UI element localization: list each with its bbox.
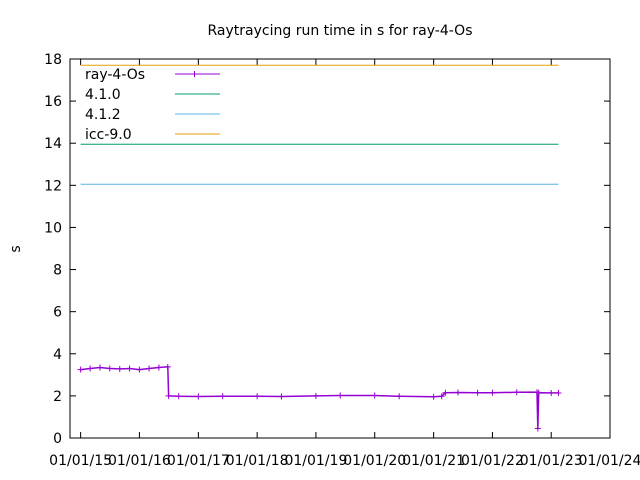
data-point xyxy=(155,364,162,371)
data-point xyxy=(219,393,226,400)
data-point xyxy=(312,392,319,399)
data-point xyxy=(534,425,541,432)
x-tick-label: 01/01/18 xyxy=(226,453,289,469)
x-tick-label: 01/01/20 xyxy=(343,453,406,469)
data-point xyxy=(278,393,285,400)
data-point xyxy=(146,365,153,372)
data-point xyxy=(87,365,94,372)
legend-label: 4.1.0 xyxy=(85,87,121,103)
y-tick-label: 18 xyxy=(44,52,62,68)
data-point xyxy=(165,392,172,399)
data-point xyxy=(371,392,378,399)
legend-label: ray-4-Os xyxy=(85,67,145,83)
series-line-0 xyxy=(80,365,559,429)
plot-area-frame xyxy=(69,58,611,439)
data-point xyxy=(513,389,520,396)
data-point xyxy=(489,389,496,396)
chart-title: Raytraycing run time in s for ray-4-Os xyxy=(208,23,473,39)
data-point xyxy=(548,389,555,396)
data-point xyxy=(555,389,562,396)
data-point xyxy=(126,365,133,372)
x-tick-label: 01/01/17 xyxy=(167,453,230,469)
x-tick-label: 01/01/19 xyxy=(284,453,347,469)
data-point xyxy=(175,393,182,400)
y-tick-label: 6 xyxy=(53,305,62,321)
data-point xyxy=(164,363,171,370)
data-point xyxy=(337,392,344,399)
x-tick-label: 01/01/23 xyxy=(520,453,583,469)
y-tick-label: 4 xyxy=(53,347,62,363)
data-point xyxy=(77,366,84,373)
legend-label: 4.1.2 xyxy=(85,107,121,123)
data-point xyxy=(430,393,437,400)
data-point xyxy=(136,366,143,373)
y-tick-label: 16 xyxy=(44,94,62,110)
x-tick-label: 01/01/16 xyxy=(108,453,171,469)
y-tick-label: 0 xyxy=(53,431,62,447)
x-tick-label: 01/01/22 xyxy=(461,453,524,469)
x-tick-label: 01/01/15 xyxy=(49,453,112,469)
series-layer xyxy=(77,64,562,432)
data-point xyxy=(442,389,449,396)
axis-ticks: 02468101214161801/01/1501/01/1601/01/170… xyxy=(44,52,640,469)
y-tick-label: 8 xyxy=(53,263,62,279)
data-point xyxy=(396,393,403,400)
data-point xyxy=(106,365,113,372)
data-point xyxy=(195,393,202,400)
y-tick-label: 12 xyxy=(44,178,62,194)
series-points-0 xyxy=(77,363,562,432)
data-point xyxy=(116,365,123,372)
data-point xyxy=(535,389,542,396)
data-point xyxy=(438,393,445,400)
y-tick-label: 2 xyxy=(53,389,62,405)
data-point xyxy=(474,389,481,396)
legend: ray-4-Os 4.1.0 4.1.2 icc-9.0 xyxy=(85,67,220,143)
x-tick-label: 01/01/21 xyxy=(402,453,465,469)
x-tick-label: 01/01/24 xyxy=(579,453,640,469)
legend-label: icc-9.0 xyxy=(85,127,132,143)
y-tick-label: 10 xyxy=(44,220,62,236)
data-point xyxy=(254,393,261,400)
y-axis-label: s xyxy=(8,245,24,252)
y-tick-label: 14 xyxy=(44,136,62,152)
data-point xyxy=(96,364,103,371)
data-point xyxy=(454,389,461,396)
